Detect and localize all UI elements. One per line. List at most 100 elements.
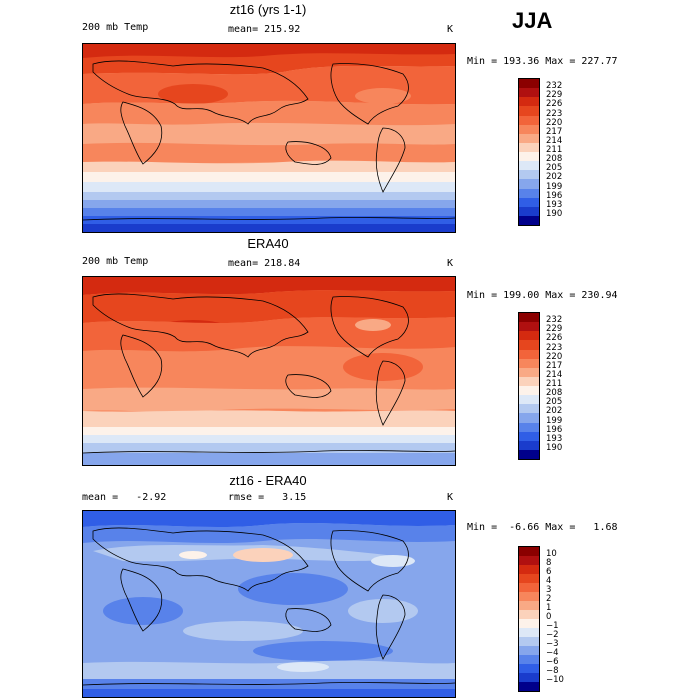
colorbar-tick-label: 8 <box>546 558 552 568</box>
colorbar-swatch <box>519 97 539 107</box>
colorbar-tick-label: 205 <box>546 163 563 174</box>
colorbar-swatch <box>519 79 539 89</box>
panel1-colorbar-ticks: 232 229 226 223 220 217 214 211 208 205 202 199 196 1… <box>546 78 576 224</box>
colorbar-tick-label: 1 <box>546 603 552 613</box>
colorbar-tick-label: 211 <box>546 145 563 155</box>
colorbar-swatch <box>519 574 539 583</box>
colorbar-swatch <box>519 619 539 628</box>
panel1-colorbar <box>518 78 540 226</box>
colorbar-swatch <box>519 170 539 180</box>
colorbar-swatch <box>519 547 539 556</box>
colorbar-tick-label: 3 <box>546 585 552 595</box>
colorbar-tick-label: 220 <box>546 117 563 128</box>
panel2-temperature-field <box>83 277 455 465</box>
panel2-coastlines <box>83 293 455 454</box>
panel3-difference-field <box>83 511 455 697</box>
colorbar-swatch <box>519 179 539 189</box>
colorbar-swatch <box>519 386 539 396</box>
colorbar-tick-label: −1 <box>546 621 559 631</box>
colorbar-swatch <box>519 646 539 655</box>
colorbar-tick-label: 217 <box>546 126 563 137</box>
season-title: JJA <box>512 8 553 33</box>
colorbar-tick-label: 208 <box>546 388 563 399</box>
colorbar-swatch <box>519 313 539 323</box>
panel3-unit-label: K <box>447 492 454 503</box>
colorbar-tick-label: 232 <box>546 81 563 92</box>
colorbar-swatch <box>519 331 539 341</box>
colorbar-swatch <box>519 682 539 691</box>
colorbar-tick-label: 229 <box>546 90 563 101</box>
panel1-variable-label: 200 mb Temp <box>82 22 149 33</box>
colorbar-tick-label: 217 <box>546 360 563 371</box>
colorbar-tick-label: 226 <box>546 333 563 344</box>
colorbar-swatch <box>519 367 539 377</box>
colorbar-tick-label: 202 <box>546 172 563 183</box>
panel1-map <box>82 43 456 233</box>
colorbar-tick-label: 196 <box>546 424 563 435</box>
colorbar-tick-label: 199 <box>546 181 563 192</box>
colorbar-swatch <box>519 197 539 207</box>
panel2-colorbar <box>518 312 540 460</box>
colorbar-swatch <box>519 431 539 441</box>
panel2-map <box>82 276 456 466</box>
colorbar-tick-label: −3 <box>546 639 559 649</box>
colorbar-swatch <box>519 349 539 359</box>
colorbar-tick-label: 4 <box>546 576 552 586</box>
panel3-map <box>82 510 456 698</box>
panel3-colorbar <box>518 546 540 692</box>
colorbar-swatch <box>519 161 539 171</box>
panel2-unit-label: K <box>447 258 454 269</box>
colorbar-swatch <box>519 358 539 368</box>
colorbar-swatch <box>519 142 539 152</box>
colorbar-tick-label: 226 <box>546 99 563 110</box>
colorbar-tick-label: 190 <box>546 442 563 453</box>
colorbar-tick-label: 214 <box>546 135 563 146</box>
colorbar-swatch <box>519 673 539 682</box>
panel3-title: zt16 - ERA40 <box>229 473 307 488</box>
colorbar-swatch <box>519 655 539 664</box>
colorbar-swatch <box>519 637 539 646</box>
colorbar-swatch <box>519 206 539 216</box>
colorbar-swatch <box>519 556 539 565</box>
panel1-unit-label: K <box>447 24 454 35</box>
colorbar-swatch <box>519 440 539 450</box>
colorbar-swatch <box>519 88 539 98</box>
panel2-min-max: Min = 199.00 Max = 230.94 <box>467 290 618 301</box>
panel2-colorbar-ticks: 232 229 226 223 220 217 214 211 208 205 202 199 196 1… <box>546 312 576 458</box>
panel3-coastlines <box>83 527 455 686</box>
colorbar-swatch <box>519 188 539 198</box>
colorbar-tick-label: 232 <box>546 315 563 326</box>
colorbar-tick-label: 0 <box>546 612 552 622</box>
panel3-rmse-label: rmse = 3.15 <box>228 492 307 503</box>
colorbar-tick-label: 205 <box>546 397 563 408</box>
panel2-mean-label: mean= 218.84 <box>228 258 301 269</box>
colorbar-tick-label: 223 <box>546 108 563 119</box>
colorbar-tick-label: 10 <box>546 549 557 559</box>
colorbar-swatch <box>519 413 539 423</box>
colorbar-tick-label: 211 <box>546 379 563 389</box>
colorbar-tick-label: 193 <box>546 199 563 210</box>
colorbar-swatch <box>519 395 539 405</box>
panel3-colorbar-ticks: 10 8 6 4 3 2 1 0 −1 −2 −3 −4 −6 −8 −10 <box>546 546 576 690</box>
colorbar-tick-label: 208 <box>546 154 563 165</box>
panel1-min-max: Min = 193.36 Max = 227.77 <box>467 56 618 67</box>
colorbar-swatch <box>519 376 539 386</box>
panel2-title: ERA40 <box>247 236 289 251</box>
colorbar-tick-label: −8 <box>546 666 559 676</box>
colorbar-tick-label: 2 <box>546 594 552 604</box>
colorbar-swatch <box>519 601 539 610</box>
colorbar-tick-label: −10 <box>546 675 564 685</box>
panel1-coastlines <box>83 60 455 221</box>
panel1-mean-label: mean= 215.92 <box>228 24 301 35</box>
colorbar-swatch <box>519 152 539 162</box>
colorbar-tick-label: 193 <box>546 433 563 444</box>
panel3-min-max: Min = -6.66 Max = 1.68 <box>467 522 618 533</box>
colorbar-tick-label: 190 <box>546 208 563 219</box>
colorbar-swatch <box>519 565 539 574</box>
colorbar-swatch <box>519 340 539 350</box>
colorbar-tick-label: 223 <box>546 342 563 353</box>
colorbar-swatch <box>519 115 539 125</box>
colorbar-tick-label: −6 <box>546 657 559 667</box>
panel1-temperature-field <box>83 44 455 232</box>
colorbar-tick-label: 220 <box>546 351 563 362</box>
